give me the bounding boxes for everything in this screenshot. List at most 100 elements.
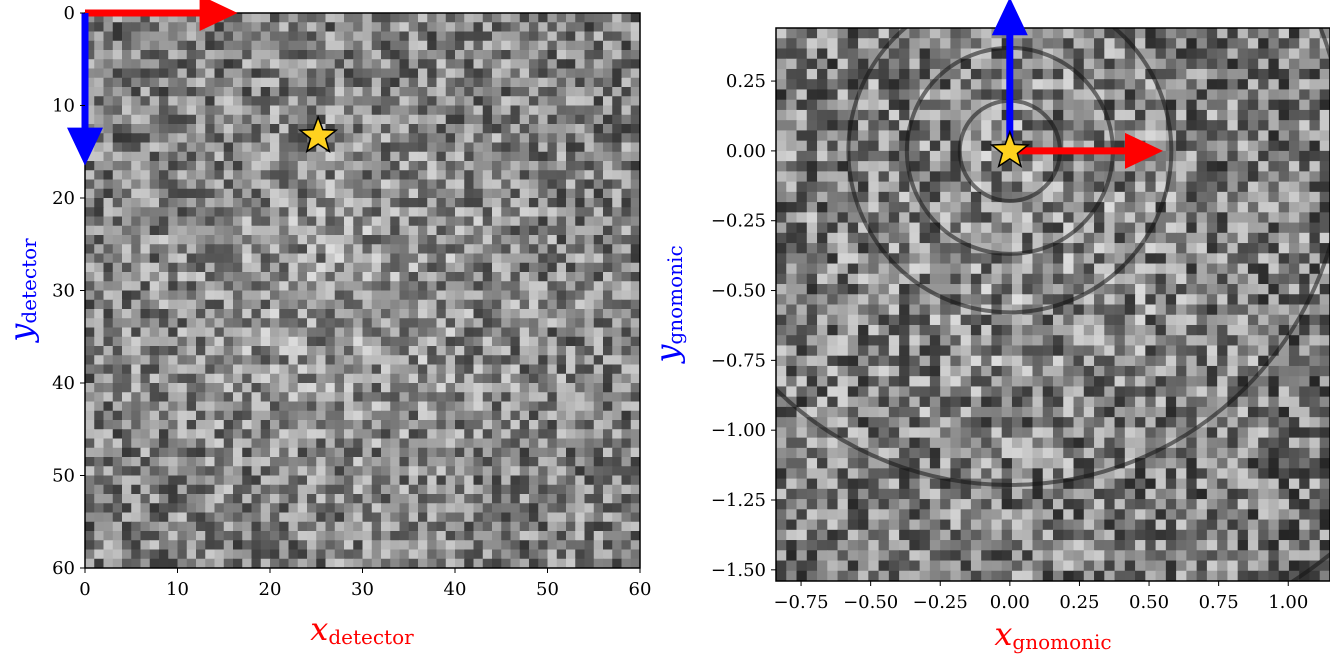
detector-pixel: [575, 216, 586, 227]
detector-pixel: [316, 13, 327, 23]
gnomonic-pixel: [950, 68, 962, 80]
detector-pixel: [612, 373, 623, 384]
detector-pixel: [556, 50, 567, 60]
detector-pixel: [131, 262, 142, 273]
detector-pixel: [630, 494, 640, 504]
detector-pixel: [621, 420, 632, 430]
gnomonic-pixel: [1094, 38, 1105, 50]
detector-pixel: [621, 68, 632, 79]
detector-pixel: [159, 494, 169, 504]
detector-pixel: [603, 216, 613, 227]
detector-pixel: [612, 494, 623, 504]
gnomonic-pixel: [1268, 140, 1280, 152]
detector-pixel: [362, 336, 373, 347]
gnomonic-pixel: [837, 28, 849, 39]
gnomonic-pixel: [1247, 243, 1259, 254]
detector-pixel: [205, 336, 216, 347]
detector-pixel: [223, 558, 234, 568]
detector-pixel: [501, 503, 512, 514]
detector-pixel: [510, 151, 521, 162]
detector-pixel: [510, 299, 521, 310]
detector-pixel: [547, 161, 558, 171]
gnomonic-pixel: [919, 161, 931, 172]
detector-pixel: [566, 521, 576, 532]
detector-pixel: [399, 540, 410, 551]
gnomonic-pixel: [1217, 171, 1229, 183]
detector-pixel: [630, 521, 640, 532]
detector-pixel: [381, 59, 391, 70]
detector-pixel: [353, 161, 364, 171]
gnomonic-pixel: [776, 79, 787, 91]
detector-pixel: [593, 383, 604, 393]
detector-pixel: [94, 299, 105, 310]
detector-pixel: [288, 68, 299, 79]
gnomonic-pixel: [1237, 48, 1249, 60]
detector-pixel: [260, 327, 271, 338]
detector-pixel: [436, 59, 447, 70]
detector-pixel: [214, 124, 225, 134]
gnomonic-pixel: [1104, 130, 1116, 142]
detector-pixel: [584, 235, 595, 245]
gnomonic-pixel: [1073, 140, 1085, 152]
detector-pixel: [362, 346, 373, 356]
detector-pixel: [492, 484, 502, 495]
gnomonic-pixel: [1217, 253, 1229, 265]
detector-pixel: [408, 420, 419, 430]
detector-pixel: [473, 244, 484, 255]
detector-pixel: [464, 484, 475, 495]
detector-pixel: [307, 346, 317, 356]
detector-pixel: [149, 373, 160, 384]
gnomonic-pixel: [1186, 161, 1198, 172]
detector-pixel: [223, 401, 234, 412]
detector-pixel: [270, 373, 280, 384]
detector-pixel: [603, 22, 613, 33]
detector-pixel: [603, 429, 613, 440]
detector-pixel: [196, 216, 206, 227]
gnomonic-pixel: [1206, 58, 1218, 70]
detector-pixel: [334, 216, 345, 227]
detector-pixel: [630, 299, 640, 310]
detector-pixel: [94, 290, 105, 301]
detector-pixel: [501, 521, 512, 532]
gnomonic-pixel: [919, 263, 931, 275]
detector-pixel: [344, 429, 354, 440]
detector-pixel: [455, 401, 465, 412]
detector-pixel: [519, 198, 530, 208]
detector-pixel: [251, 124, 262, 134]
gnomonic-pixel: [1063, 181, 1075, 193]
detector-pixel: [270, 272, 280, 282]
detector-pixel: [473, 96, 484, 107]
detector-pixel: [149, 216, 160, 227]
detector-pixel: [621, 410, 632, 421]
detector-pixel: [279, 262, 290, 273]
gnomonic-pixel: [1053, 58, 1064, 70]
detector-pixel: [122, 309, 132, 319]
detector-pixel: [501, 438, 512, 449]
detector-pixel: [279, 290, 290, 301]
gnomonic-pixel: [909, 89, 921, 101]
detector-pixel: [196, 429, 206, 440]
detector-pixel: [575, 13, 586, 23]
detector-pixel: [436, 457, 447, 467]
gnomonic-pixel: [1124, 212, 1136, 224]
detector-pixel: [547, 540, 558, 551]
detector-pixel: [149, 558, 160, 568]
detector-pixel: [344, 253, 354, 264]
detector-pixel: [575, 96, 586, 107]
detector-pixel: [381, 68, 391, 79]
detector-pixel: [510, 383, 521, 393]
detector-pixel: [529, 198, 539, 208]
detector-pixel: [325, 170, 336, 181]
detector-pixel: [390, 410, 401, 421]
detector-pixel: [334, 494, 345, 504]
detector-pixel: [242, 244, 253, 255]
detector-pixel: [492, 179, 502, 190]
detector-pixel: [205, 105, 216, 116]
detector-pixel: [510, 114, 521, 125]
detector-pixel: [584, 512, 595, 523]
detector-pixel: [519, 318, 530, 329]
detector-pixel: [251, 68, 262, 79]
gnomonic-pixel: [899, 79, 910, 91]
detector-pixel: [390, 87, 401, 97]
detector-pixel: [316, 22, 327, 33]
